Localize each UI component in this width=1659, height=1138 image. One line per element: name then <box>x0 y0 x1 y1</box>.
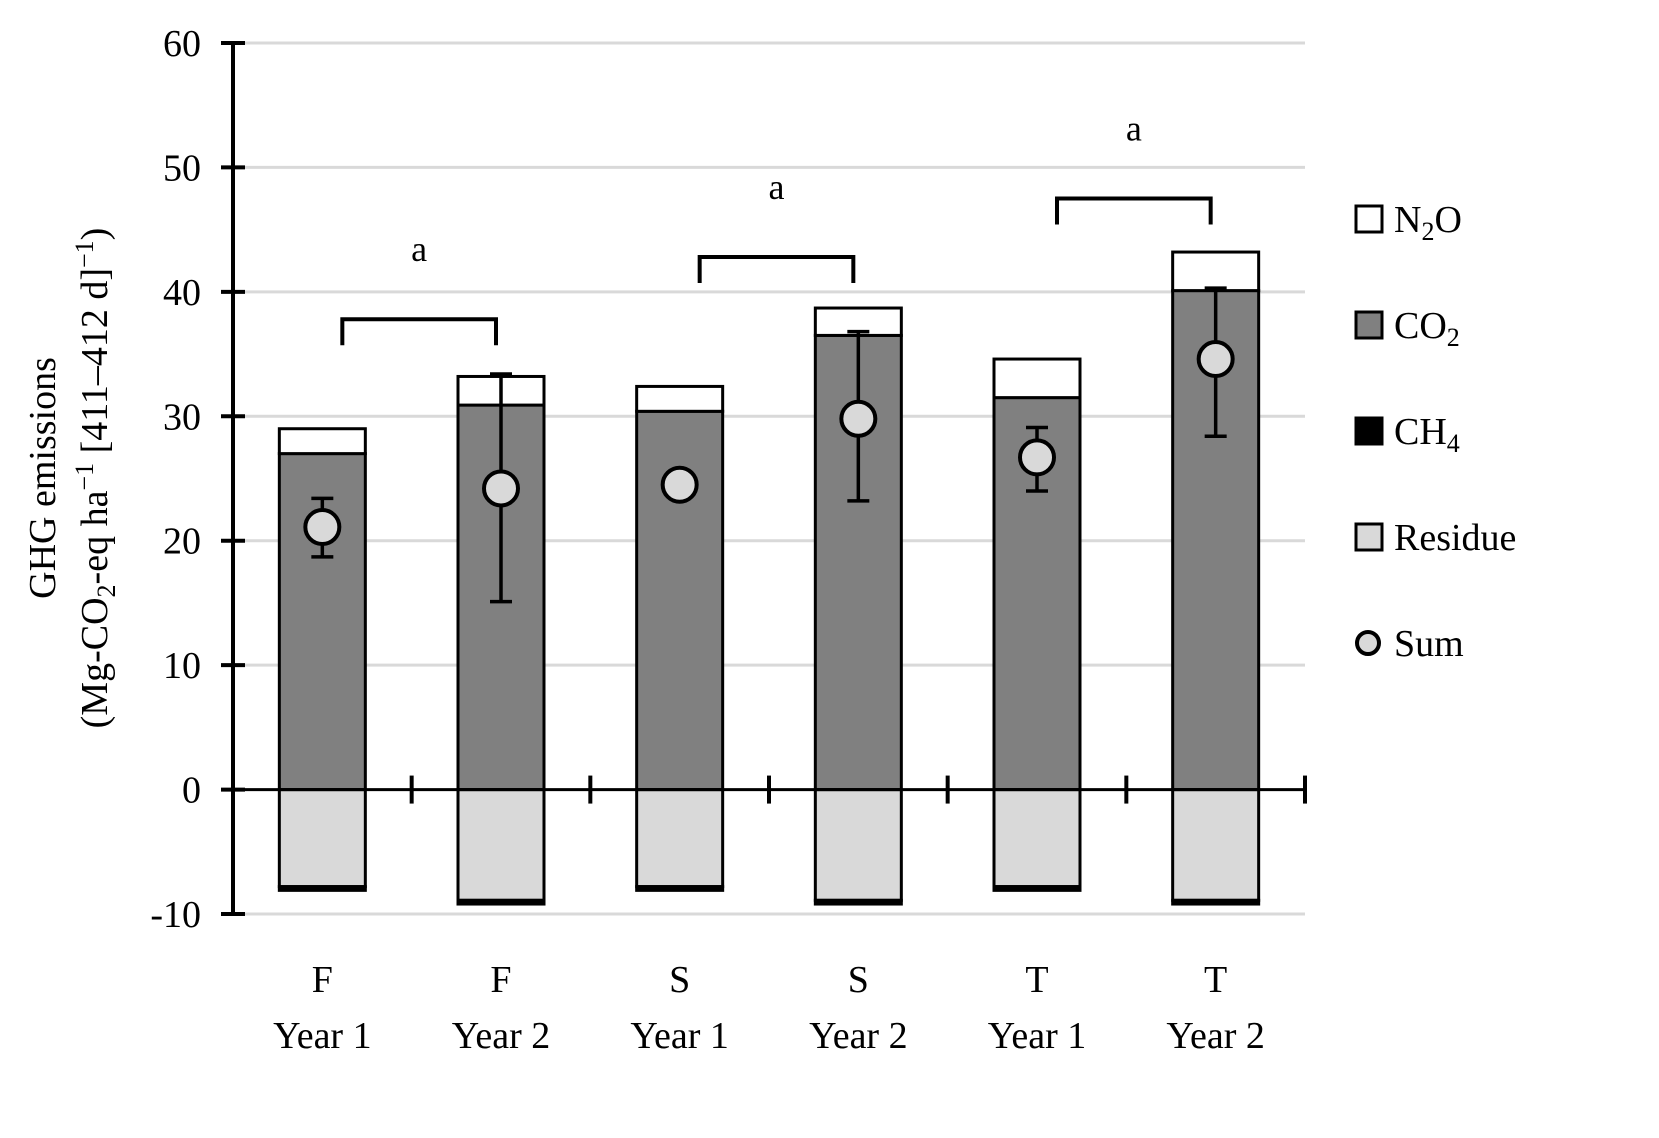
significance-brackets: a a a <box>340 109 1213 346</box>
y-tick-label: 30 <box>163 396 201 438</box>
y-axis-label-line1: GHG emissions <box>22 357 64 599</box>
bar-segment-residue <box>992 788 1082 889</box>
bar-segment-residue <box>1171 788 1261 902</box>
legend-swatch-sum <box>1355 630 1381 656</box>
sum-marker <box>839 399 878 438</box>
sum-marker <box>1018 438 1056 477</box>
x-category-year: Year 1 <box>273 1015 372 1057</box>
legend-swatch-n2o <box>1354 204 1384 234</box>
x-category-year: Year 1 <box>988 1015 1087 1057</box>
x-category-year: Year 2 <box>452 1015 551 1057</box>
legend-label-subscript: 4 <box>1447 429 1460 458</box>
legend-label-ch4: CH4 <box>1394 411 1460 458</box>
legend-label-text: Sum <box>1394 623 1464 665</box>
bar-segment-n2o <box>635 384 725 413</box>
bar-segment-residue <box>277 788 367 889</box>
legend-label-text: CO <box>1394 305 1447 347</box>
legend-label-n2o: N2O <box>1394 199 1462 246</box>
legend-label-residue: Residue <box>1394 517 1516 559</box>
bar-segment-n2o <box>992 357 1082 400</box>
significance-label: a <box>1126 109 1142 149</box>
legend-label-sum: Sum <box>1394 623 1464 665</box>
significance-bracket <box>1055 196 1213 225</box>
error-bars <box>311 286 1227 604</box>
bars <box>277 250 1261 906</box>
bar-segment-n2o <box>1171 250 1261 293</box>
y-axis-label-superscript: −1 <box>70 240 99 268</box>
y-tick-label: 0 <box>182 770 201 812</box>
legend-swatch-co2 <box>1354 310 1384 340</box>
legend-label-subscript: 2 <box>1421 217 1434 246</box>
y-tick-label: 20 <box>163 521 201 563</box>
y-tick-label: 40 <box>163 272 201 314</box>
y-tick-label: 60 <box>163 23 201 65</box>
x-category-treatment: S <box>669 959 690 1001</box>
legend-label-text: CH <box>1394 411 1447 453</box>
bar-segment-ch4 <box>635 885 725 892</box>
bar-segment-residue <box>813 788 903 902</box>
bar-segment-ch4 <box>1171 898 1261 906</box>
y-tick-label: -10 <box>150 894 201 936</box>
y-axis-label-superscript: −1 <box>70 463 99 491</box>
y-tick-label: 50 <box>163 147 201 189</box>
x-category-year: Year 1 <box>630 1015 729 1057</box>
significance-label: a <box>411 229 427 269</box>
labels: -10 0 10 20 30 40 50 60 F Year 1 F Year 2 S Year 1 S Ye… <box>22 23 1265 1057</box>
bar-segment-co2 <box>1171 289 1261 792</box>
y-tick-label: 10 <box>163 645 201 687</box>
bar-segment-n2o <box>277 427 367 456</box>
bar-segment-co2 <box>992 396 1082 792</box>
y-axis-label-line2: (Mg-CO2-eq ha−1 [411–412 d]−1) <box>70 228 121 729</box>
bar-segment-ch4 <box>277 885 367 892</box>
bar-segment-ch4 <box>456 898 546 906</box>
sum-marker <box>482 469 520 508</box>
legend-label-text: Residue <box>1394 517 1516 559</box>
gridlines <box>233 41 1305 916</box>
x-category-treatment: F <box>490 959 511 1001</box>
y-axis-label-subscript: 2 <box>92 584 121 597</box>
y-axis-label: GHG emissions(Mg-CO2-eq ha−1 [411–412 d]… <box>22 228 121 729</box>
legend-label-text: O <box>1434 199 1461 241</box>
legend-label-text: N <box>1394 199 1421 241</box>
x-category-year: Year 2 <box>1166 1015 1265 1057</box>
x-category-treatment: F <box>312 959 333 1001</box>
significance-label: a <box>769 167 785 207</box>
axes <box>221 41 1307 916</box>
sum-markers <box>303 340 1235 547</box>
x-category-treatment: S <box>848 959 869 1001</box>
legend-label-co2: CO2 <box>1394 305 1460 352</box>
bar-segment-residue <box>456 788 546 902</box>
y-axis-label-part: [411–412 d] <box>74 268 116 463</box>
significance-bracket <box>340 317 498 346</box>
y-axis-label-part: ) <box>74 228 116 241</box>
x-category-treatment: T <box>1204 959 1227 1001</box>
significance-bracket <box>697 255 856 284</box>
bar-segment-ch4 <box>813 898 903 906</box>
legend-swatch-ch4 <box>1354 416 1384 446</box>
sum-marker <box>660 465 699 504</box>
legend-label-subscript: 2 <box>1447 323 1460 352</box>
sum-marker <box>1196 340 1235 379</box>
sum-marker <box>303 508 342 547</box>
legend-swatch-residue <box>1354 522 1384 552</box>
y-axis-label-part: (Mg-CO <box>74 597 116 728</box>
y-axis-label-part: -eq ha <box>74 490 116 584</box>
x-category-treatment: T <box>1025 959 1048 1001</box>
bar-segment-ch4 <box>992 885 1082 892</box>
x-category-year: Year 2 <box>809 1015 908 1057</box>
bar-segment-residue <box>635 788 725 889</box>
